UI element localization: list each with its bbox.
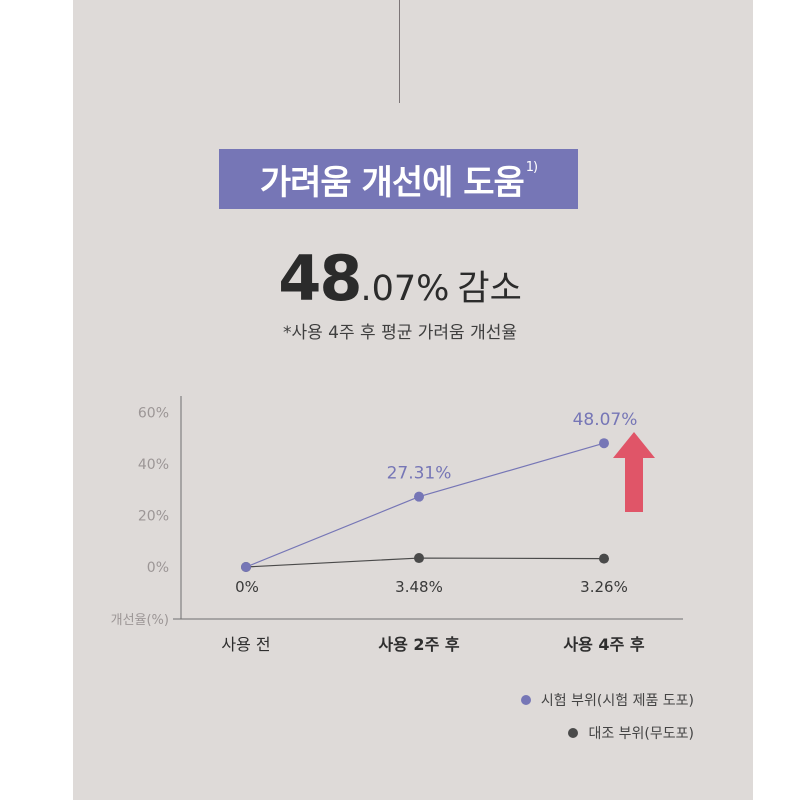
title-banner: 가려움 개선에 도움 1) (219, 149, 578, 209)
y-tick-label: 40% (138, 457, 169, 473)
series-line-test (245, 442, 605, 568)
top-divider-line (399, 0, 400, 103)
x-tick-label: 사용 2주 후 (378, 635, 459, 654)
title-text: 가려움 개선에 도움 (259, 162, 525, 203)
increase-arrow-icon (613, 432, 655, 512)
y-tick-label: 20% (138, 509, 169, 525)
headline-stat: 48.07% 감소 (0, 242, 800, 315)
data-point-test (599, 438, 609, 449)
data-point-test (241, 562, 251, 572)
legend-item-test: 시험 부위(시험 제품 도포) (520, 690, 694, 710)
y-tick-label: 60% (138, 406, 169, 422)
legend-label-control: 대조 부위(무도포) (588, 726, 694, 742)
data-point-control (414, 553, 424, 564)
data-label-test: 27.31% (387, 464, 452, 484)
legend-label-test: 시험 부위(시험 제품 도포) (540, 693, 694, 709)
y-tick-label: 0% (147, 560, 169, 576)
background-panel (73, 0, 753, 800)
y-axis-label: 개선율(%) (111, 613, 169, 628)
title-footnote-mark: 1) (525, 159, 538, 175)
data-label-control: 3.26% (580, 578, 628, 596)
data-point-test (414, 491, 424, 502)
legend-item-control: 대조 부위(무도포) (521, 723, 694, 743)
legend-dot-control (568, 728, 579, 738)
x-tick-label: 사용 4주 후 (563, 635, 644, 654)
data-label-control: 3.48% (395, 578, 443, 596)
data-point-control (599, 553, 609, 564)
data-label-control: 0% (235, 578, 259, 596)
headline-word: 감소 (457, 269, 522, 309)
headline-value-int: 48 (278, 242, 362, 315)
headline-value-dec: .07% (360, 269, 450, 309)
chart-legend: 시험 부위(시험 제품 도포) 대조 부위(무도포) (520, 690, 694, 756)
data-label-test: 48.07% (573, 410, 638, 430)
legend-dot-test (520, 695, 531, 705)
subnote: *사용 4주 후 평균 가려움 개선율 (282, 323, 517, 343)
series-line-control (245, 557, 605, 568)
x-tick-label: 사용 전 (221, 635, 270, 654)
